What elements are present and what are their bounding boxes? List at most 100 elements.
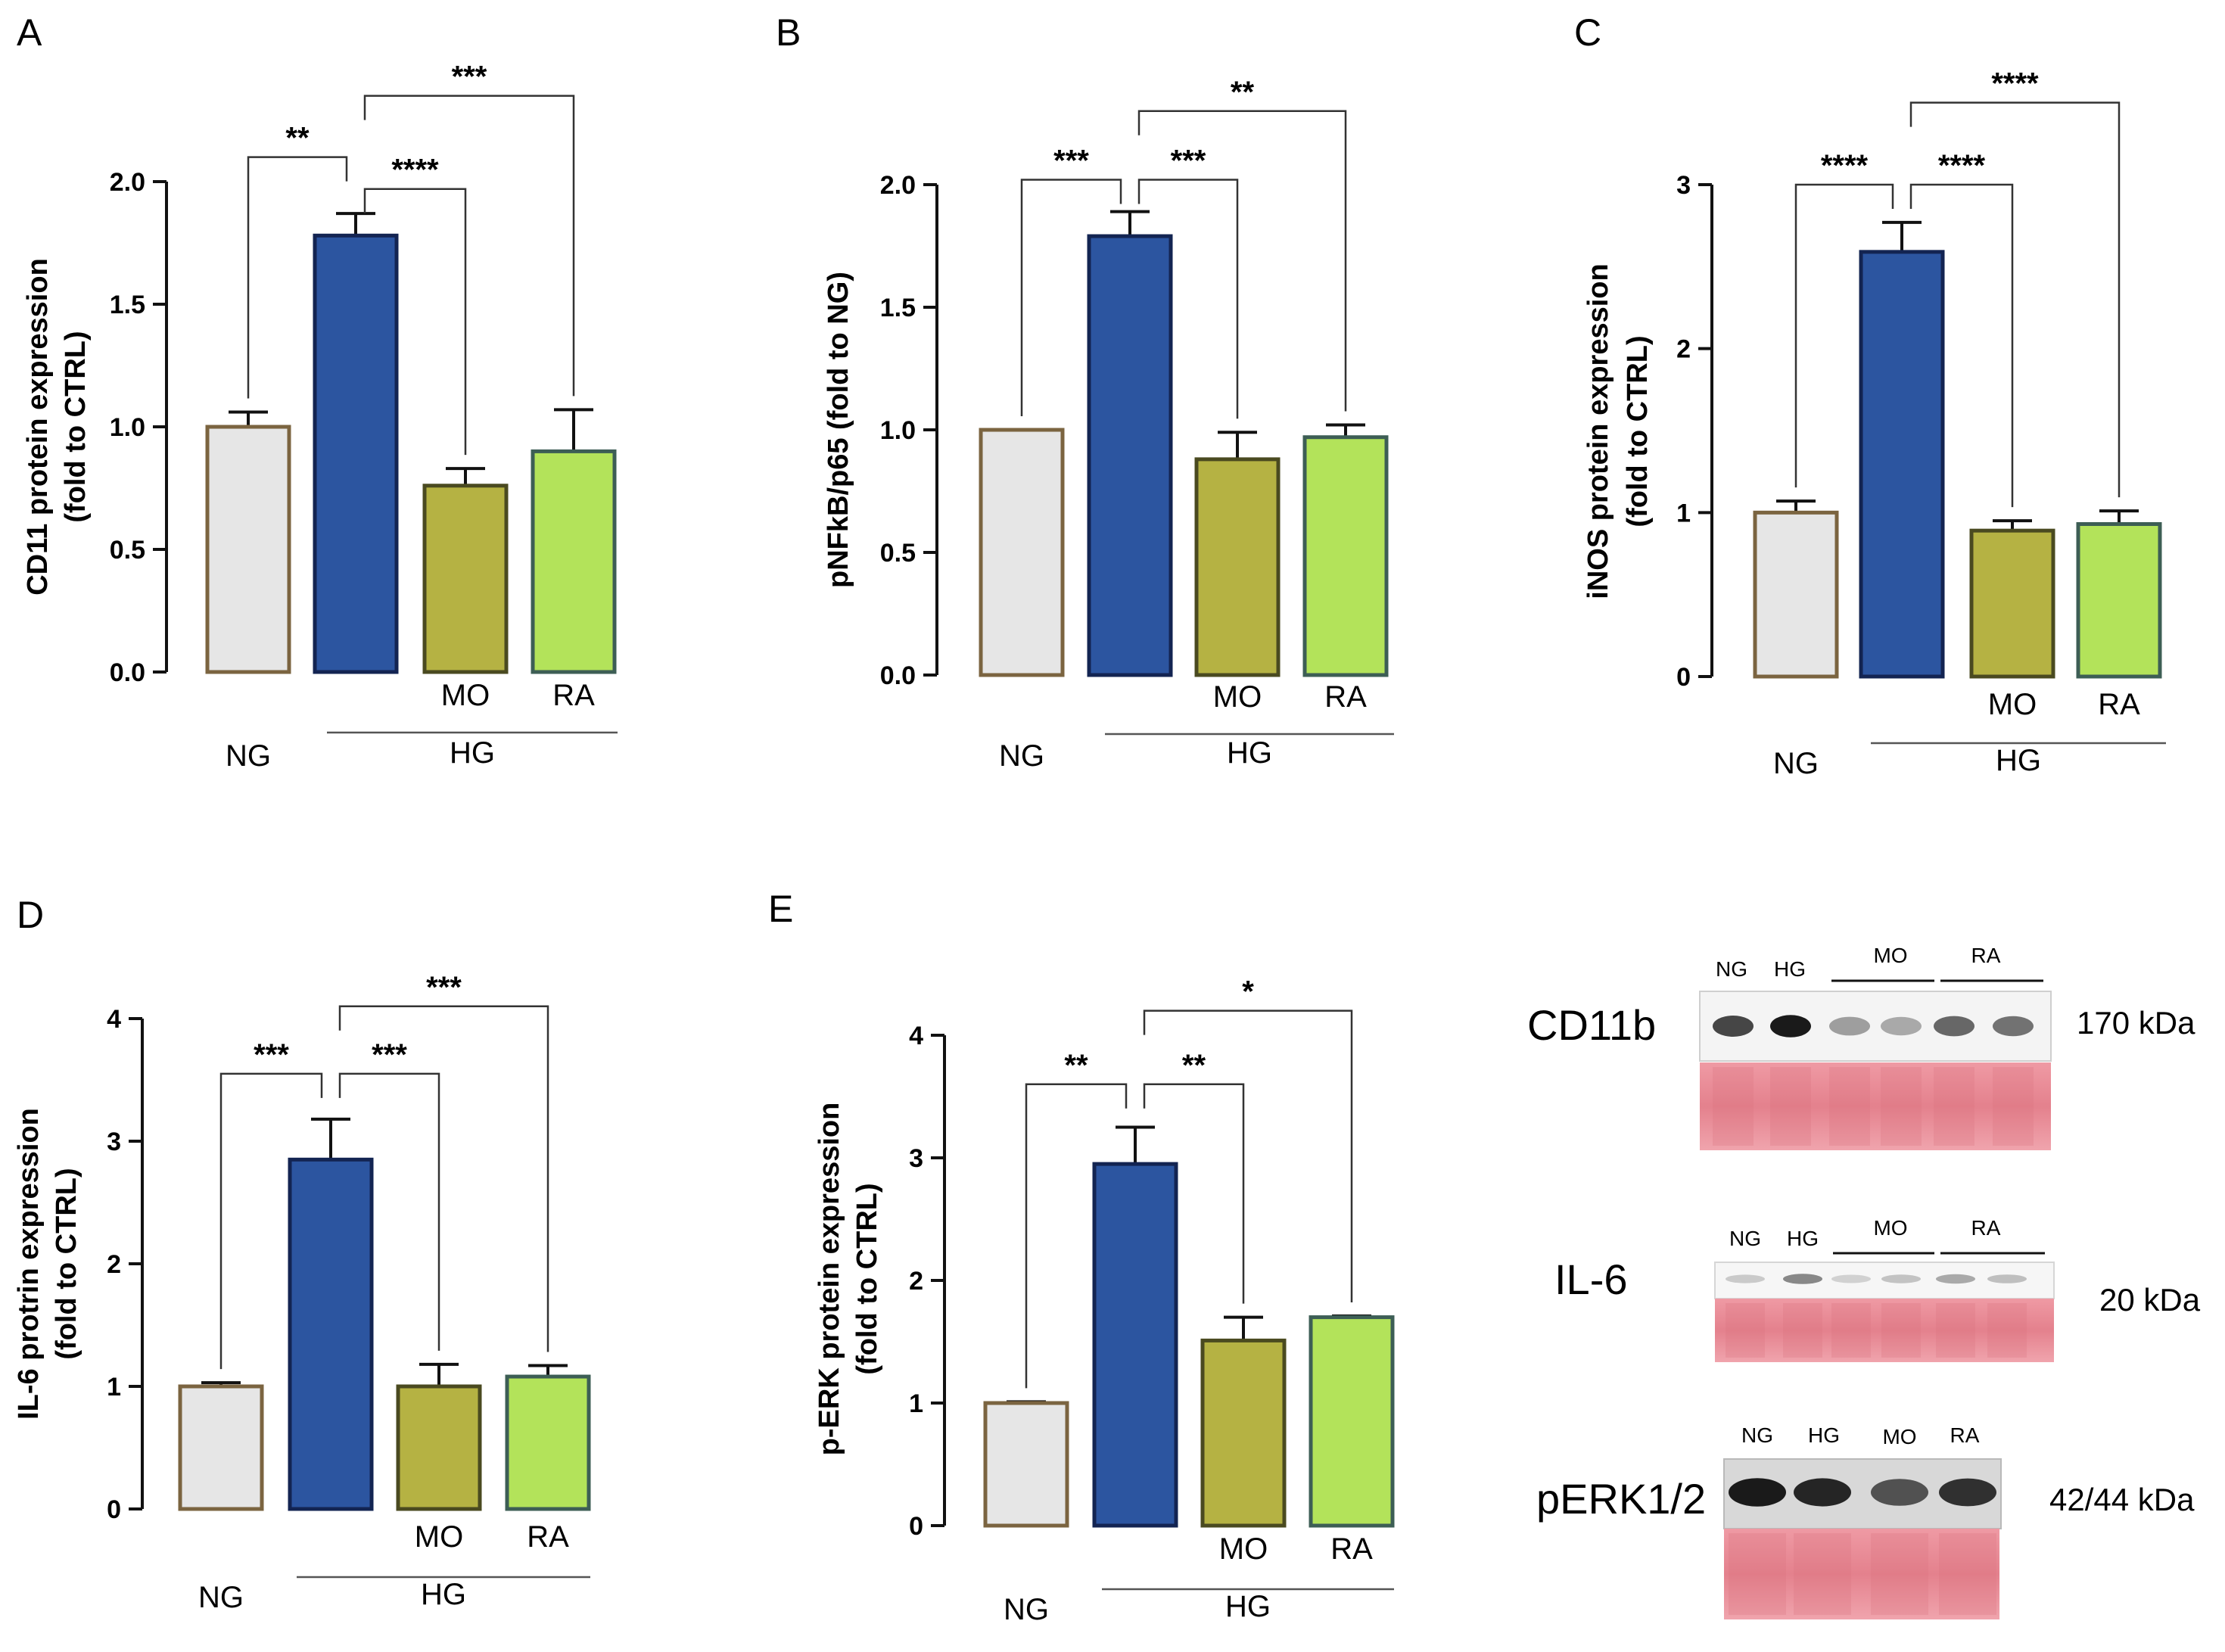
x-label-hg: HG <box>1227 736 1272 770</box>
y-axis-title-line2: (fold to CTRL) <box>1622 335 1654 527</box>
y-axis-title-line2: (fold to CTRL) <box>851 1183 883 1374</box>
blot-ponceau <box>1715 1299 2054 1362</box>
blot-lane-ng: NG <box>1716 957 1747 981</box>
blot-ponceau <box>1724 1529 1999 1619</box>
significance-bracket <box>1143 1083 1245 1304</box>
y-tick-label: 3 <box>909 1144 923 1173</box>
y-tick-label: 4 <box>107 1005 121 1034</box>
x-label-mo: MO <box>1213 680 1262 714</box>
chart-panel-d: D IL-6 protrin expression (fold to CTRL) 0 1… <box>13 894 591 1614</box>
x-label-ra: RA <box>552 679 595 712</box>
significance-bracket <box>1143 1010 1353 1302</box>
blot-kda-label: 42/44 kDa <box>2049 1482 2195 1517</box>
blot-perk: NG HG MO RA pERK1/2 42/44 kDa <box>1536 1423 2195 1619</box>
y-axis-title: CD11 protein expression <box>22 258 54 596</box>
ponceau-lane <box>1993 1067 2034 1146</box>
blot-protein-label: CD11b <box>1527 1001 1656 1049</box>
significance-stars: ** <box>1231 76 1255 109</box>
blot-band <box>1729 1478 1786 1507</box>
bar-ng <box>178 1384 264 1511</box>
chart-panel-a: A CD11 protein expression (fold to CTRL) 0.… <box>17 11 618 773</box>
blot-lane-ng: NG <box>1729 1227 1761 1250</box>
ponceau-lane <box>1936 1303 1975 1358</box>
blot-bands <box>1729 1478 1996 1615</box>
significance-stars: **** <box>1821 149 1869 182</box>
bar-mo <box>1969 528 2055 679</box>
ponceau-lane <box>1713 1067 1754 1146</box>
bar-mo <box>1194 457 1281 677</box>
blot-band <box>1783 1274 1822 1284</box>
y-tick-label: 2.0 <box>110 168 145 197</box>
blot-lane-mo: MO <box>1882 1425 1916 1448</box>
bar-ra <box>505 1374 591 1511</box>
bar-hg <box>1859 250 1945 679</box>
y-tick-label: 1 <box>107 1373 121 1402</box>
y-tick-label: 0 <box>1676 663 1691 692</box>
x-label-mo: MO <box>1219 1532 1268 1566</box>
blot-lane-ra: RA <box>1971 944 2001 967</box>
significance-stars: **** <box>391 154 439 187</box>
blot-band <box>1770 1015 1811 1038</box>
y-tick-label: 2 <box>1676 335 1691 364</box>
blot-lane-hg: HG <box>1787 1227 1819 1250</box>
y-tick-label: 1.5 <box>110 291 145 319</box>
significance-bracket <box>1794 183 1894 488</box>
y-tick-label: 1.5 <box>880 294 916 322</box>
y-tick-label: 0.5 <box>110 536 145 565</box>
ponceau-lane <box>1726 1303 1765 1358</box>
x-label-ng: NG <box>1004 1593 1049 1626</box>
blot-membrane <box>1699 991 2052 1062</box>
significance-stars: ** <box>1182 1049 1206 1082</box>
y-tick-label: 0 <box>107 1495 121 1524</box>
x-label-mo: MO <box>1988 688 2037 721</box>
y-axis-title: iNOS protein expression <box>1582 263 1614 599</box>
blot-band <box>1726 1274 1765 1283</box>
bar-ng <box>979 428 1065 677</box>
blot-lane-mo: MO <box>1873 944 1907 967</box>
bar-ng <box>1753 510 1839 679</box>
y-axis-title: p-ERK protein expression <box>814 1103 845 1456</box>
bar-ng <box>205 425 291 674</box>
x-label-hg: HG <box>1225 1590 1271 1623</box>
blot-band <box>1829 1016 1870 1036</box>
significance-stars: *** <box>426 971 462 1004</box>
y-axis-title-line2: (fold to CTRL) <box>51 1168 82 1359</box>
blot-band <box>1871 1479 1928 1506</box>
y-tick-label: 1 <box>1676 499 1691 527</box>
significance-bracket <box>338 1072 440 1351</box>
ponceau-lane <box>1871 1533 1928 1615</box>
blot-cd11b: NG HG MO RA CD11b 170 kDa <box>1527 944 2195 1150</box>
blot-lane-mo: MO <box>1873 1216 1907 1240</box>
western-blots: NG HG MO RA CD11b 170 kDa NG HG MO RA IL… <box>1527 944 2201 1619</box>
significance-bracket <box>1909 183 2014 508</box>
blot-ponceau <box>1700 1062 2051 1150</box>
x-label-mo: MO <box>415 1520 463 1554</box>
blot-band <box>1987 1274 2027 1283</box>
blot-band <box>1993 1016 2034 1037</box>
chart-panel-e: Ep-ERK protein expression (fold to CTRL) 0… <box>768 888 1395 1626</box>
significance-bracket <box>1909 101 2121 498</box>
bar-ng <box>983 1401 1069 1528</box>
y-tick-label: 1.0 <box>110 413 145 442</box>
blot-bands <box>1726 1274 2027 1358</box>
panel-letter: D <box>17 894 44 936</box>
ponceau-lane <box>1831 1303 1871 1358</box>
significance-stars: ** <box>285 122 310 155</box>
ponceau-lane <box>1881 1067 1922 1146</box>
ponceau-lane <box>1794 1533 1851 1615</box>
panel-letter: A <box>17 11 42 54</box>
significance-stars: **** <box>1991 67 2039 101</box>
y-axis-title-line2: (fold to CTRL) <box>60 331 92 522</box>
blot-bands <box>1713 1015 2034 1146</box>
ponceau-lane <box>1770 1067 1811 1146</box>
significance-bracket <box>363 188 467 456</box>
significance-stars: *** <box>254 1038 289 1072</box>
ponceau-lane <box>1729 1533 1786 1615</box>
panel-letter: C <box>1574 11 1601 54</box>
bar-hg <box>288 1157 374 1511</box>
significance-stars: ** <box>1064 1049 1088 1082</box>
significance-bracket <box>1020 179 1122 416</box>
bar-hg <box>1087 234 1173 677</box>
